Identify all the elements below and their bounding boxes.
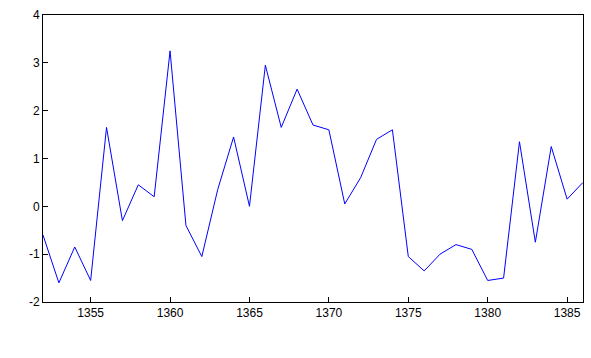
svg-text:1375: 1375 <box>395 306 422 320</box>
svg-text:1360: 1360 <box>157 306 184 320</box>
svg-text:-2: -2 <box>29 295 40 309</box>
svg-text:3: 3 <box>33 56 40 70</box>
svg-text:4: 4 <box>33 8 40 22</box>
svg-text:1380: 1380 <box>474 306 501 320</box>
svg-text:2: 2 <box>33 104 40 118</box>
svg-text:1: 1 <box>33 152 40 166</box>
svg-text:1365: 1365 <box>236 306 263 320</box>
svg-text:1385: 1385 <box>554 306 581 320</box>
svg-text:0: 0 <box>33 200 40 214</box>
svg-text:-1: -1 <box>29 247 40 261</box>
svg-text:1355: 1355 <box>77 306 104 320</box>
svg-text:1370: 1370 <box>316 306 343 320</box>
